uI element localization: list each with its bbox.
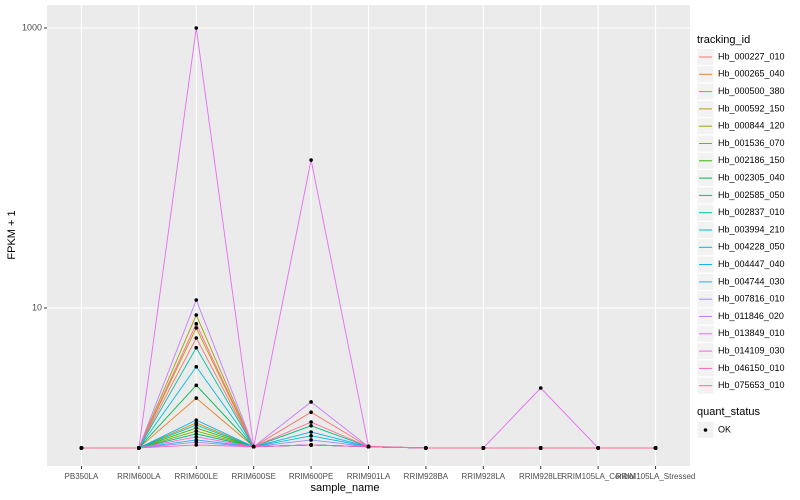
legend-label: Hb_002305_040 <box>718 172 785 182</box>
data-point <box>309 443 313 447</box>
data-point <box>309 410 313 415</box>
data-point <box>424 446 428 450</box>
x-tick-label: RRIM600LA <box>117 472 161 481</box>
data-point <box>194 336 199 340</box>
data-point <box>309 430 313 434</box>
legend-label: Hb_013849_010 <box>718 328 785 338</box>
data-point <box>194 435 199 439</box>
data-point <box>538 386 543 390</box>
data-point <box>194 432 199 436</box>
data-point <box>194 396 199 400</box>
data-point <box>194 322 199 326</box>
x-tick-label: RRIM600SE <box>231 472 275 481</box>
legend-label: Hb_014109_030 <box>718 345 785 355</box>
y-tick-label: 10 <box>32 302 42 312</box>
data-point <box>653 446 658 450</box>
data-point <box>194 326 199 330</box>
data-point <box>194 313 199 317</box>
legend-label: Hb_004744_030 <box>718 276 785 286</box>
x-tick-label: RRIM928BA <box>404 472 449 481</box>
data-point <box>538 446 543 450</box>
legend-label: Hb_001536_070 <box>718 138 785 148</box>
x-tick-label: RRIM105LA_Control <box>561 472 635 481</box>
legend-label: Hb_002585_050 <box>718 190 785 200</box>
data-point <box>194 426 199 430</box>
data-point <box>481 446 486 450</box>
data-point <box>309 438 313 442</box>
data-point <box>194 26 199 30</box>
data-point <box>194 418 199 422</box>
x-tick-label: RRIM928LE <box>519 472 563 481</box>
data-point <box>194 423 199 427</box>
data-point <box>194 298 199 302</box>
data-point <box>309 434 313 438</box>
point-legend-title: quant_status <box>697 406 760 418</box>
data-point <box>309 400 313 404</box>
legend-label: Hb_003994_210 <box>718 224 785 234</box>
x-axis-title: sample_name <box>310 482 379 494</box>
legend-label: Hb_004228_050 <box>718 242 785 252</box>
x-tick-label: RRIM928LA <box>462 472 506 481</box>
data-point <box>194 364 199 369</box>
data-point <box>194 383 199 388</box>
legend-title: tracking_id <box>697 34 750 46</box>
legend-label: Hb_000844_120 <box>718 121 785 131</box>
x-tick-label: RRIM600LE <box>174 472 218 481</box>
data-point <box>251 444 256 449</box>
legend-label: Hb_002837_010 <box>718 207 785 217</box>
x-tick-label: RRIM600PE <box>289 472 333 481</box>
legend-label: Hb_002186_150 <box>718 155 785 165</box>
legend-label: Hb_075653_010 <box>718 380 785 390</box>
data-point <box>194 440 199 444</box>
data-point <box>137 446 141 450</box>
data-point <box>194 443 199 447</box>
x-tick-label: PB350LA <box>65 472 99 481</box>
data-point <box>309 420 313 424</box>
data-point <box>194 429 199 433</box>
x-tick-label: RRIM105LA_Stressed <box>616 472 696 481</box>
data-point <box>596 446 600 450</box>
legend-label: Hb_007816_010 <box>718 294 785 304</box>
legend-label: Hb_000500_380 <box>718 86 785 96</box>
legend-label: Hb_000592_150 <box>718 103 785 113</box>
point-legend-label: OK <box>718 424 731 434</box>
legend-label: Hb_046150_010 <box>718 363 785 373</box>
data-point <box>194 345 199 350</box>
legend-label: Hb_000227_010 <box>718 51 785 61</box>
legend-label: Hb_011846_020 <box>718 311 784 321</box>
y-axis-title: FPKM + 1 <box>6 210 18 259</box>
data-point <box>309 158 313 162</box>
data-point <box>309 423 313 428</box>
y-tick-label: 1000 <box>22 22 42 32</box>
legend-label: Hb_000265_040 <box>718 69 785 79</box>
point-legend-swatch <box>703 428 708 432</box>
x-tick-label: RRIM901LA <box>347 472 391 481</box>
data-point <box>366 444 371 449</box>
data-point <box>79 446 84 450</box>
legend-label: Hb_004447_040 <box>718 259 785 269</box>
